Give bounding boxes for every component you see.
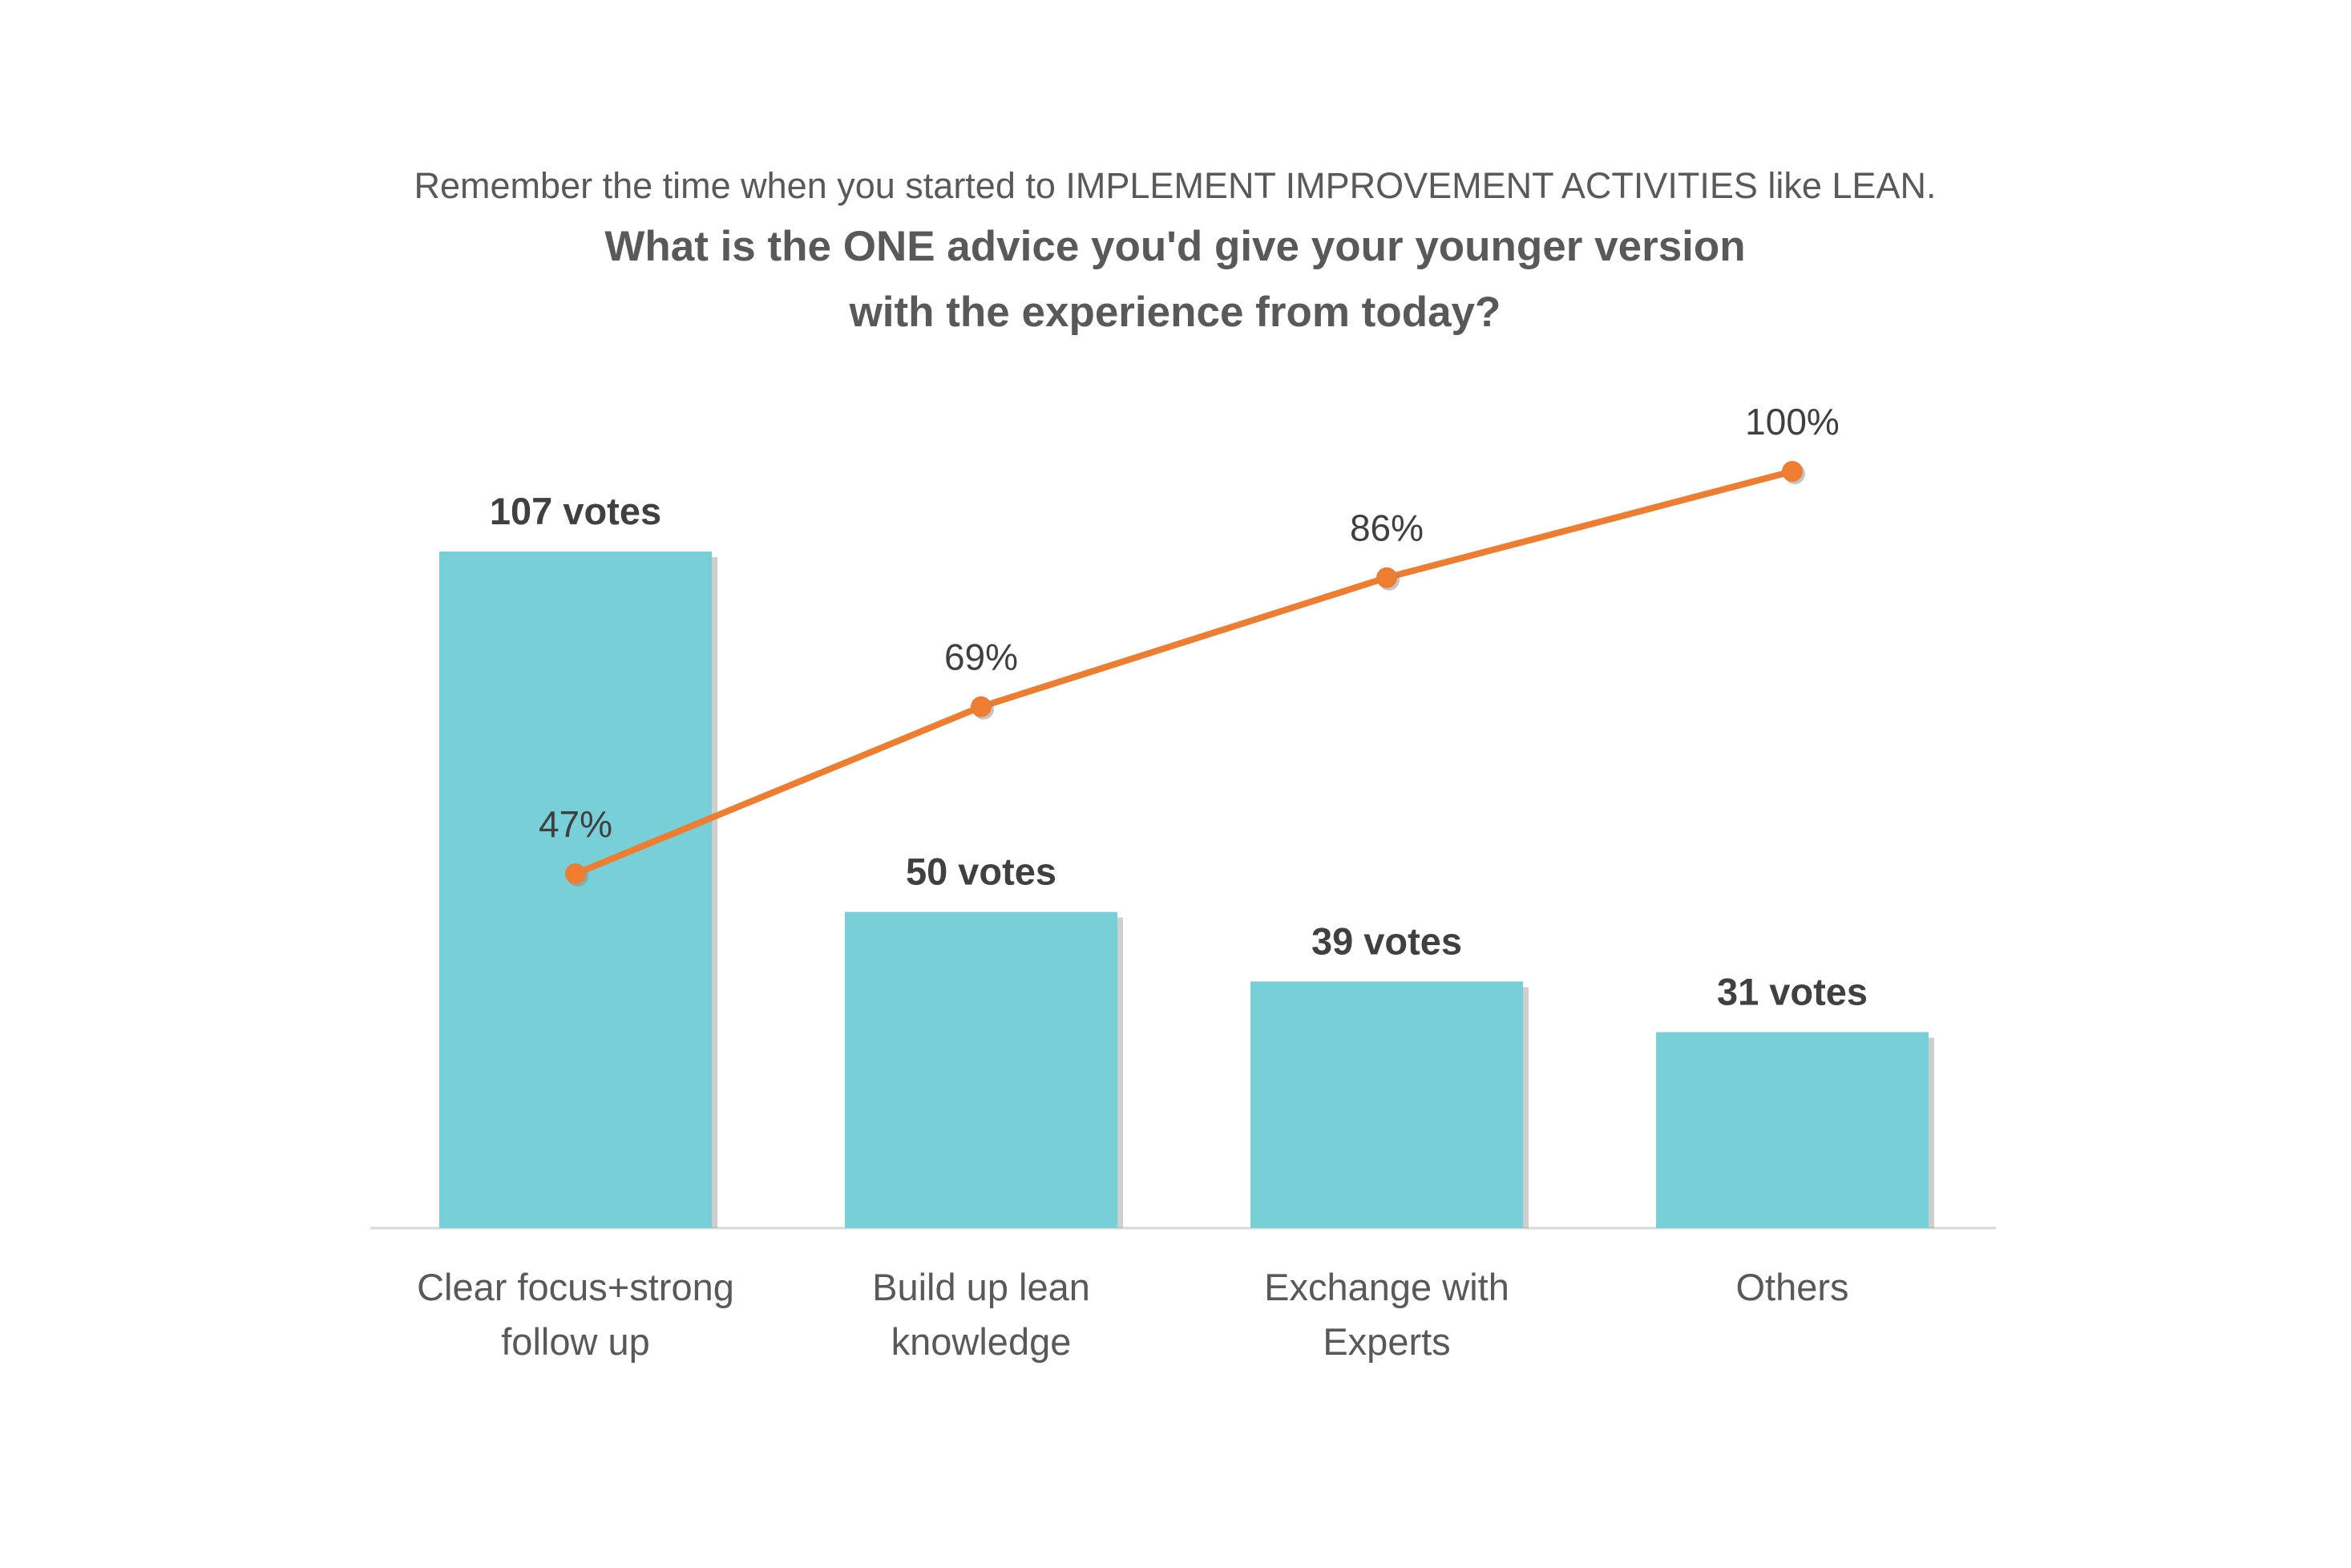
chart-title-line-1: What is the ONE advice you'd give your y… (604, 223, 1745, 270)
x-tick-label: Experts (1323, 1320, 1450, 1363)
bar (845, 911, 1117, 1228)
x-tick-label: Exchange with (1264, 1266, 1509, 1308)
cumulative-percent-label: 100% (1745, 401, 1840, 443)
bar-value-label: 39 votes (1311, 919, 1462, 962)
cumulative-point (1782, 461, 1803, 482)
cumulative-point (565, 863, 586, 884)
cumulative-line (574, 468, 1794, 877)
cumulative-point (1376, 567, 1397, 588)
cumulative-point (971, 696, 992, 717)
x-tick-label: knowledge (891, 1320, 1072, 1363)
bar (1656, 1032, 1929, 1228)
bar-value-label: 31 votes (1717, 970, 1868, 1012)
x-tick-label: follow up (501, 1320, 650, 1363)
chart-title-line-2: with the experience from today? (849, 289, 1501, 336)
bar-value-label: 107 votes (490, 490, 661, 532)
chart-subtitle: Remember the time when you started to IM… (414, 165, 1937, 206)
cumulative-percent-label: 86% (1350, 507, 1424, 549)
plot-area: 107 votes Clear focus+strong follow up 50 v… (370, 401, 1996, 1363)
bar (439, 552, 712, 1228)
cumulative-percent-label: 47% (539, 803, 612, 845)
bar (1250, 981, 1523, 1228)
cumulative-percent-label: 69% (944, 636, 1018, 678)
x-tick-label: Clear focus+strong (417, 1266, 734, 1308)
bar-value-label: 50 votes (906, 851, 1056, 893)
x-tick-label: Build up lean (872, 1266, 1090, 1308)
x-tick-label: Others (1735, 1266, 1848, 1308)
